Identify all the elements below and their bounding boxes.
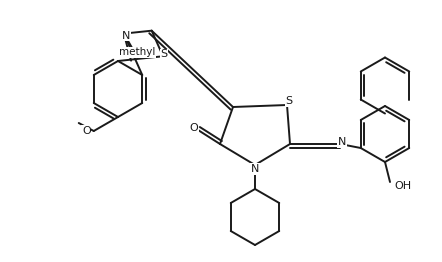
Text: O: O [190,123,198,133]
Text: N: N [122,31,130,41]
Text: methyl: methyl [118,47,155,57]
Text: S: S [286,96,293,106]
Text: OH: OH [394,181,411,191]
Text: O: O [82,126,91,136]
Text: S: S [160,49,168,59]
Text: N: N [338,137,346,147]
Text: N: N [251,164,259,174]
